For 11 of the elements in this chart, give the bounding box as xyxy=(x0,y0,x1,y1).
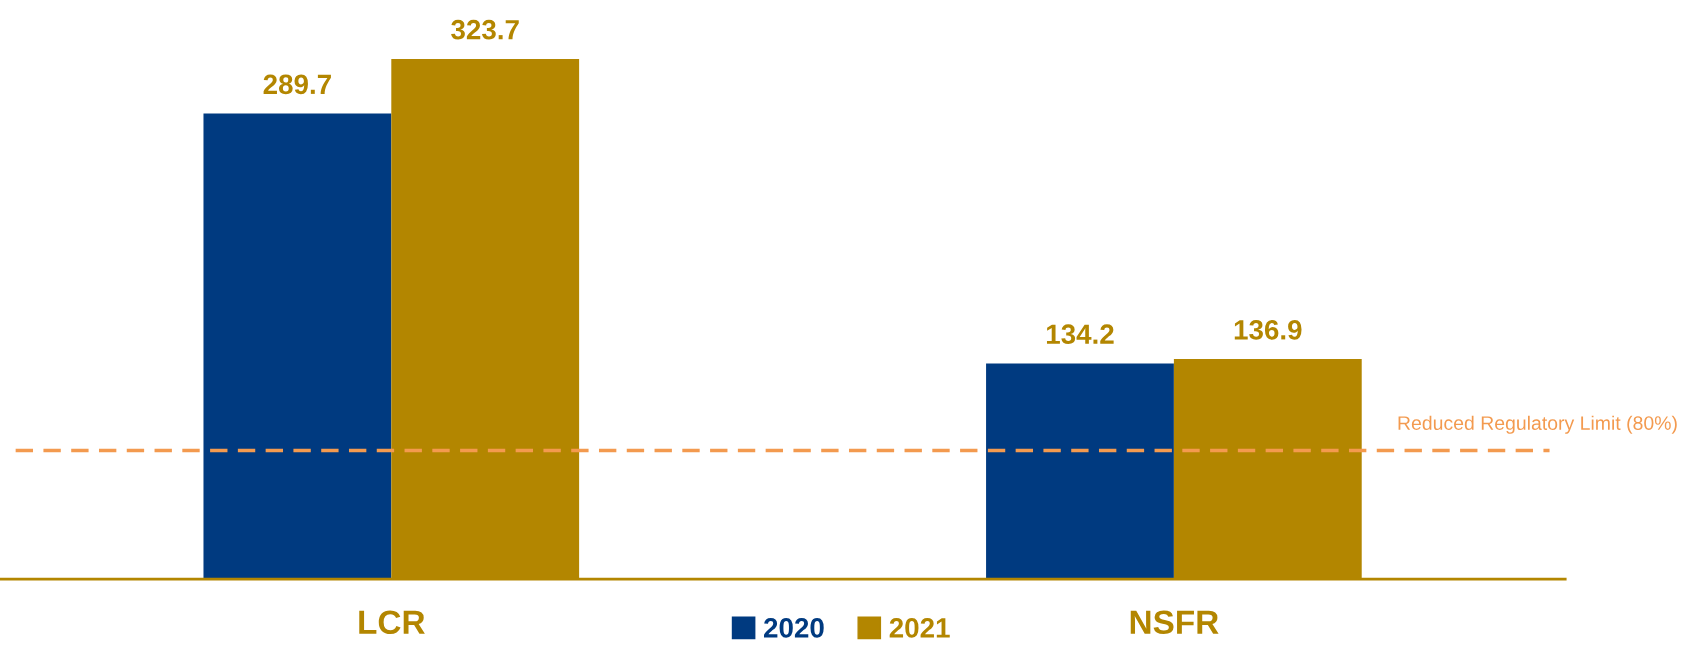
bar xyxy=(203,113,392,580)
x-tick-label: NSFR xyxy=(1130,610,1219,635)
ref-line-label: Reduced Regulatory Limit (80%) xyxy=(1398,415,1677,434)
data-label: 134.2 xyxy=(1046,324,1114,345)
data-label: 136.9 xyxy=(1234,320,1302,340)
x-tick-label: LCR xyxy=(359,610,425,635)
data-label: 323.7 xyxy=(451,19,519,40)
legend-label: 2021 xyxy=(889,618,950,638)
data-label: 289.7 xyxy=(263,74,331,95)
legend-label: 2020 xyxy=(764,618,824,638)
bar xyxy=(986,363,1174,580)
